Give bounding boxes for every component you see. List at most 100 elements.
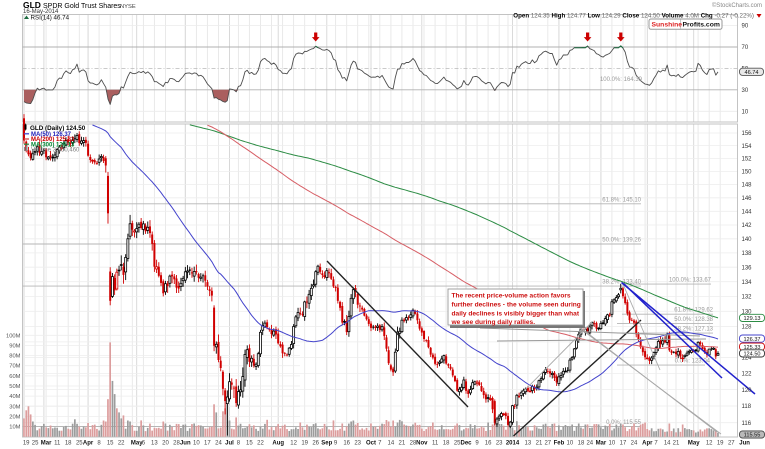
svg-text:132: 132 xyxy=(742,295,753,301)
svg-text:142: 142 xyxy=(742,223,753,229)
svg-text:70: 70 xyxy=(742,45,749,51)
svg-text:122: 122 xyxy=(742,372,753,378)
svg-text:Apr: Apr xyxy=(642,441,653,447)
svg-text:11: 11 xyxy=(54,441,61,447)
svg-text:10: 10 xyxy=(609,441,616,447)
svg-text:13: 13 xyxy=(151,441,158,447)
svg-text:150: 150 xyxy=(742,170,753,176)
svg-text:Jun: Jun xyxy=(180,441,191,447)
svg-text:118: 118 xyxy=(742,404,752,410)
svg-text:18: 18 xyxy=(578,441,585,447)
svg-text:21: 21 xyxy=(399,441,406,447)
svg-text:17: 17 xyxy=(204,441,211,447)
svg-text:126.37: 126.37 xyxy=(743,337,760,343)
svg-text:146: 146 xyxy=(742,196,753,202)
svg-text:7: 7 xyxy=(378,441,382,447)
svg-text:136: 136 xyxy=(742,265,753,271)
svg-text:124.50: 124.50 xyxy=(743,352,760,358)
svg-text:Apr: Apr xyxy=(83,441,94,447)
svg-text:©StockCharts.com: ©StockCharts.com xyxy=(712,2,762,9)
svg-text:128: 128 xyxy=(742,325,753,331)
svg-text:22: 22 xyxy=(118,441,125,447)
svg-text:22: 22 xyxy=(257,441,264,447)
svg-text:156: 156 xyxy=(742,131,753,137)
svg-text:90M: 90M xyxy=(9,343,20,349)
svg-text:144: 144 xyxy=(742,210,753,216)
svg-text:10M: 10M xyxy=(9,425,20,431)
svg-text:12: 12 xyxy=(290,441,297,447)
svg-text:MA(200) 125.33: MA(200) 125.33 xyxy=(31,137,75,143)
svg-text:120: 120 xyxy=(742,388,753,394)
svg-text:152: 152 xyxy=(742,157,753,163)
svg-text:0.0%: 123.04: 0.0%: 123.04 xyxy=(675,359,711,365)
svg-text:61.8%: 145.10: 61.8%: 145.10 xyxy=(602,197,641,203)
svg-text:Open 124.35 High 124.77 Low 12: Open 124.35 High 124.77 Low 124.29 Close… xyxy=(513,13,754,20)
svg-text:46.74: 46.74 xyxy=(745,70,759,76)
svg-text:17: 17 xyxy=(620,441,627,447)
svg-text:154: 154 xyxy=(742,144,753,150)
svg-text:Profits.com: Profits.com xyxy=(683,22,720,29)
svg-text:MA(300) 129.13: MA(300) 129.13 xyxy=(31,142,75,148)
svg-text:Oct: Oct xyxy=(366,441,376,447)
svg-text:GLD: GLD xyxy=(23,0,41,10)
svg-text:Volume 3,950,460: Volume 3,950,460 xyxy=(31,147,80,153)
svg-text:Sunshine: Sunshine xyxy=(652,22,683,29)
svg-text:25: 25 xyxy=(32,441,39,447)
svg-text:27: 27 xyxy=(544,441,551,447)
svg-text:7: 7 xyxy=(654,441,658,447)
svg-text:May: May xyxy=(688,441,700,447)
svg-text:6: 6 xyxy=(142,441,146,447)
svg-text:25: 25 xyxy=(76,441,83,447)
svg-text:SPDR Gold Trust Shares: SPDR Gold Trust Shares xyxy=(43,3,121,10)
svg-text:14: 14 xyxy=(388,441,395,447)
svg-text:further declines - the volume: further declines - the volume seen durin… xyxy=(452,301,581,308)
svg-text:138: 138 xyxy=(742,251,753,257)
svg-text:8: 8 xyxy=(97,441,101,447)
svg-text:130: 130 xyxy=(742,310,753,316)
svg-text:100.0%: 164.39: 100.0%: 164.39 xyxy=(600,77,643,83)
svg-text:19: 19 xyxy=(717,441,724,447)
svg-text:9: 9 xyxy=(475,441,479,447)
svg-text:23: 23 xyxy=(354,441,361,447)
svg-text:Dec: Dec xyxy=(460,441,472,447)
svg-text:MA(50) 126.37: MA(50) 126.37 xyxy=(31,132,72,138)
svg-text:Mar: Mar xyxy=(41,441,52,447)
svg-text:15: 15 xyxy=(246,441,253,447)
svg-text:21: 21 xyxy=(536,441,543,447)
svg-text:116: 116 xyxy=(742,421,752,427)
svg-text:19: 19 xyxy=(23,441,30,447)
svg-text:16-May-2014: 16-May-2014 xyxy=(23,9,59,15)
svg-text:Jun: Jun xyxy=(739,441,750,447)
svg-text:40M: 40M xyxy=(9,394,20,400)
svg-text:18: 18 xyxy=(443,441,450,447)
svg-text:26: 26 xyxy=(312,441,319,447)
svg-text:Mar: Mar xyxy=(596,441,607,447)
svg-text:10: 10 xyxy=(742,110,749,116)
svg-text:115.55: 115.55 xyxy=(744,433,761,439)
svg-text:24: 24 xyxy=(631,441,638,447)
svg-text:Aug: Aug xyxy=(272,441,284,447)
svg-text:70M: 70M xyxy=(9,364,20,370)
svg-text:129.13: 129.13 xyxy=(743,316,760,322)
svg-text:125.33: 125.33 xyxy=(743,345,760,351)
svg-text:50.0%: 139.26: 50.0%: 139.26 xyxy=(602,238,641,244)
svg-text:50.0%: 128.38: 50.0%: 128.38 xyxy=(674,317,713,323)
svg-text:30M: 30M xyxy=(9,404,20,410)
svg-text:28: 28 xyxy=(173,441,180,447)
svg-text:8: 8 xyxy=(237,441,241,447)
svg-text:60M: 60M xyxy=(9,374,20,380)
svg-text:28: 28 xyxy=(410,441,417,447)
svg-text:RSI(14) 46.74: RSI(14) 46.74 xyxy=(31,15,70,22)
svg-text:12: 12 xyxy=(706,441,713,447)
svg-text:124: 124 xyxy=(742,356,753,362)
svg-text:20: 20 xyxy=(162,441,169,447)
svg-text:16: 16 xyxy=(485,441,492,447)
svg-text:10: 10 xyxy=(567,441,574,447)
svg-text:23: 23 xyxy=(496,441,503,447)
svg-text:19: 19 xyxy=(301,441,308,447)
svg-text:Jul: Jul xyxy=(225,441,234,447)
svg-text:11: 11 xyxy=(432,441,439,447)
svg-text:24: 24 xyxy=(215,441,222,447)
svg-text:134: 134 xyxy=(742,280,753,286)
svg-text:25: 25 xyxy=(454,441,461,447)
